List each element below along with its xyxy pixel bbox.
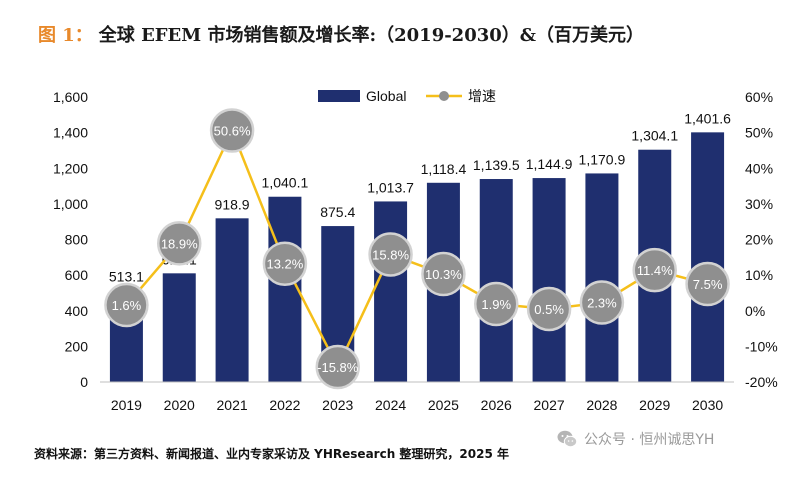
y-right-tick-label: 60% (745, 89, 773, 105)
growth-marker (526, 286, 572, 332)
bar-2027 (532, 178, 566, 382)
bar-value-label: 1,144.9 (526, 156, 573, 172)
growth-value-label: 2.3% (587, 296, 617, 311)
bar-value-label: 918.9 (215, 196, 250, 212)
x-tick-label: 2025 (428, 397, 459, 413)
bar-2028 (585, 173, 619, 382)
figure-number: 图 1： (38, 25, 93, 46)
bar-value-label: 1,040.1 (262, 175, 309, 191)
growth-value-label: 7.5% (693, 277, 723, 292)
bar-value-label: 1,118.4 (421, 161, 467, 177)
x-tick-label: 2020 (164, 397, 195, 413)
legend-label-growth: 增速 (468, 89, 496, 105)
growth-value-label: 50.6% (214, 123, 251, 138)
y-right-tick-label: 30% (745, 196, 773, 212)
source-note: 资料来源：第三方资料、新闻报道、业内专家采访及 YHResearch 整理研究，… (34, 447, 509, 461)
y-left-tick-label: 1,600 (53, 89, 88, 105)
growth-marker (368, 232, 413, 277)
x-tick-label: 2029 (639, 397, 670, 413)
y-right-tick-label: -20% (745, 374, 778, 390)
x-tick-label: 2021 (217, 397, 248, 413)
y-left-tick-label: 1,200 (53, 160, 88, 176)
growth-value-label: 10.3% (425, 267, 462, 282)
chart-title: 图 1： 全球 EFEM 市场销售额及增长率:（2019-2030）&（百万美元… (38, 14, 644, 54)
growth-value-label: 18.9% (161, 236, 198, 251)
y-left-tick-label: 0 (80, 374, 88, 390)
bar-2020 (162, 273, 196, 382)
y-left-tick-label: 1,000 (53, 196, 88, 212)
bar-value-label: 1,304.1 (631, 128, 678, 144)
growth-marker (262, 241, 308, 286)
bar-value-label: 1,013.7 (367, 179, 414, 195)
growth-marker (104, 282, 149, 328)
figure-title: 全球 EFEM 市场销售额及增长率:（2019-2030）&（百万美元） (98, 25, 645, 46)
x-tick-label: 2023 (322, 397, 353, 413)
legend-swatch-global (318, 90, 360, 102)
y-right-tick-label: 0% (745, 303, 765, 319)
growth-value-label: -15.8% (317, 360, 359, 375)
growth-marker (315, 344, 360, 390)
x-tick-label: 2028 (586, 397, 617, 413)
growth-marker (209, 108, 255, 153)
growth-marker (474, 281, 519, 327)
growth-marker (157, 221, 202, 266)
y-left-tick-label: 800 (65, 232, 89, 248)
x-tick-label: 2019 (111, 397, 142, 413)
legend-label-global: Global (366, 88, 406, 104)
x-tick-label: 2027 (534, 397, 565, 413)
x-tick-label: 2024 (375, 397, 406, 413)
watermark: 公众号 · 恒州诚思YH (556, 427, 714, 451)
y-left-tick-label: 600 (65, 267, 89, 283)
bar-2021 (215, 218, 249, 382)
x-tick-label: 2026 (481, 397, 512, 413)
y-right-tick-label: 50% (745, 125, 773, 141)
growth-value-label: 1.6% (112, 298, 142, 313)
bar-2022 (268, 196, 302, 382)
bar-2024 (374, 201, 408, 382)
growth-value-label: 11.4% (637, 263, 673, 278)
bar-value-label: 1,139.5 (473, 157, 520, 173)
bar-2030 (691, 132, 725, 382)
growth-marker (579, 280, 625, 325)
x-tick-label: 2030 (692, 397, 723, 413)
y-right-tick-label: 20% (745, 232, 773, 248)
watermark-text: 公众号 · 恒州诚思YH (584, 432, 715, 448)
bar-value-label: 513.1 (109, 269, 144, 285)
bar-value-label: 875.4 (320, 204, 355, 220)
growth-value-label: 1.9% (481, 297, 511, 312)
growth-marker (685, 261, 730, 307)
growth-marker (421, 251, 466, 297)
bar-value-label: 1,401.6 (684, 110, 731, 126)
y-right-tick-label: 40% (745, 160, 773, 176)
wechat-icon (557, 430, 578, 448)
growth-value-label: 0.5% (534, 302, 564, 317)
legend-marker-growth (439, 91, 449, 101)
y-left-tick-label: 200 (65, 338, 89, 354)
growth-marker (632, 247, 677, 293)
bar-value-label: 1,170.9 (579, 151, 626, 167)
x-tick-label: 2022 (269, 397, 300, 413)
y-left-tick-label: 1,400 (53, 125, 88, 141)
y-right-tick-label: 10% (745, 267, 773, 283)
y-right-tick-label: -10% (745, 338, 778, 354)
growth-value-label: 13.2% (266, 257, 303, 272)
y-left-tick-label: 400 (65, 303, 89, 319)
bar-2026 (479, 179, 513, 382)
growth-value-label: 15.8% (372, 247, 409, 262)
